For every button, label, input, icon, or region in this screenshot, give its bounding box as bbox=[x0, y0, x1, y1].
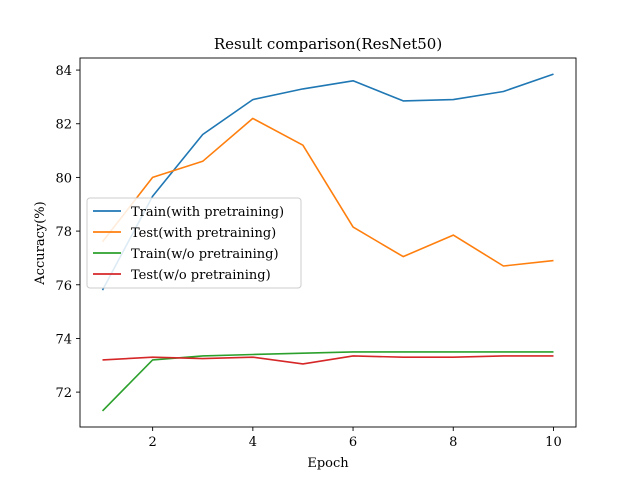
x-tick-label: 8 bbox=[449, 435, 457, 450]
y-tick-label: 72 bbox=[55, 386, 72, 401]
x-tick-label: 4 bbox=[249, 435, 257, 450]
y-tick-label: 80 bbox=[55, 171, 72, 186]
legend-label: Train(w/o pretraining) bbox=[131, 247, 279, 262]
legend-label: Test(w/o pretraining) bbox=[131, 268, 271, 283]
y-tick-label: 82 bbox=[55, 118, 72, 133]
axes bbox=[79, 57, 577, 428]
plot-lines bbox=[101, 73, 554, 412]
series-line-3 bbox=[101, 351, 554, 412]
legend-box bbox=[86, 197, 302, 289]
legend-label: Test(with pretraining) bbox=[131, 226, 276, 241]
ticks: 2 4 6 8 10 72 74 76 78 80 82 84 bbox=[55, 64, 561, 450]
y-tick-label: 74 bbox=[55, 332, 72, 347]
y-axis-label: Accuracy(%) bbox=[33, 201, 48, 285]
y-tick-label: 78 bbox=[55, 225, 72, 240]
y-tick-label: 76 bbox=[55, 279, 72, 294]
series-line-4 bbox=[102, 355, 554, 365]
chart-title: Result comparison(ResNet50) bbox=[214, 35, 442, 53]
legend-label: Train(with pretraining) bbox=[131, 205, 284, 220]
y-tick-label: 84 bbox=[55, 64, 72, 79]
x-tick-label: 6 bbox=[349, 435, 357, 450]
series-line-2 bbox=[101, 117, 554, 267]
x-tick-label: 2 bbox=[149, 435, 157, 450]
series-line-1 bbox=[101, 73, 554, 291]
plot-frame bbox=[79, 57, 577, 428]
x-tick-label: 10 bbox=[545, 435, 562, 450]
x-axis-label: Epoch bbox=[307, 456, 349, 471]
legend: Train(with pretraining) Test(with pretrai… bbox=[86, 197, 302, 289]
